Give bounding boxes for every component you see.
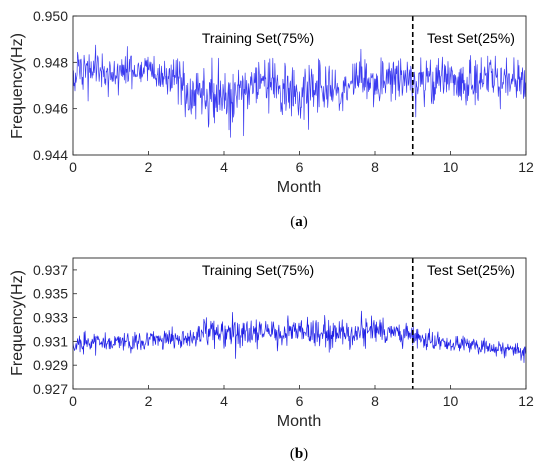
y-ticks-a: 0.944 0.946 0.948 0.950 [33,8,77,163]
x-axis-label-b: Month [277,413,321,430]
y-tick-label: 0.944 [33,147,68,163]
chart-b: 0.927 0.929 0.931 0.933 0.935 0.937 0 2 4 6 8 10 12… [9,257,534,462]
y-tick-label: 0.950 [33,8,68,24]
caption-b: (b) [290,446,308,462]
annotation-test-b: Test Set(25%) [427,262,515,278]
x-tick-label: 6 [296,393,304,409]
annotation-training-b: Training Set(75%) [202,262,314,278]
annotation-test-a: Test Set(25%) [427,30,515,46]
plot-area-b [73,258,526,389]
y-tick-label: 0.935 [33,286,68,302]
x-tick-label: 2 [145,393,153,409]
y-tick-label: 0.937 [33,262,68,278]
x-tick-label: 0 [69,159,77,175]
x-ticks-b: 0 2 4 6 8 10 12 [69,385,534,409]
plot-area-a [73,16,526,155]
y-tick-label: 0.933 [33,310,68,326]
series-line [72,44,527,138]
series-b [72,310,527,364]
x-tick-label: 10 [443,159,459,175]
x-tick-label: 12 [518,159,534,175]
series-line [72,310,527,364]
x-tick-label: 8 [371,393,379,409]
y-axis-label-a: Frequency(Hz) [9,33,26,139]
y-tick-label: 0.927 [33,381,68,397]
x-tick-label: 12 [518,393,534,409]
chart-a: 0.944 0.946 0.948 0.950 0 2 4 6 8 10 12 Training … [9,8,534,230]
caption-a: (a) [290,214,308,230]
x-tick-label: 0 [69,393,77,409]
x-tick-label: 2 [145,159,153,175]
y-tick-label: 0.948 [33,54,68,70]
series-a [72,44,527,138]
y-ticks-b: 0.927 0.929 0.931 0.933 0.935 0.937 [33,262,77,397]
y-tick-label: 0.946 [33,101,68,117]
y-tick-label: 0.931 [33,333,68,349]
annotation-training-a: Training Set(75%) [202,30,314,46]
y-axis-label-b: Frequency(Hz) [9,270,26,376]
x-tick-label: 10 [443,393,459,409]
x-tick-label: 8 [371,159,379,175]
x-tick-label: 4 [220,159,228,175]
y-tick-label: 0.929 [33,357,68,373]
x-tick-label: 6 [296,159,304,175]
x-tick-label: 4 [220,393,228,409]
x-axis-label-a: Month [277,179,321,196]
x-ticks-a: 0 2 4 6 8 10 12 [69,151,534,175]
